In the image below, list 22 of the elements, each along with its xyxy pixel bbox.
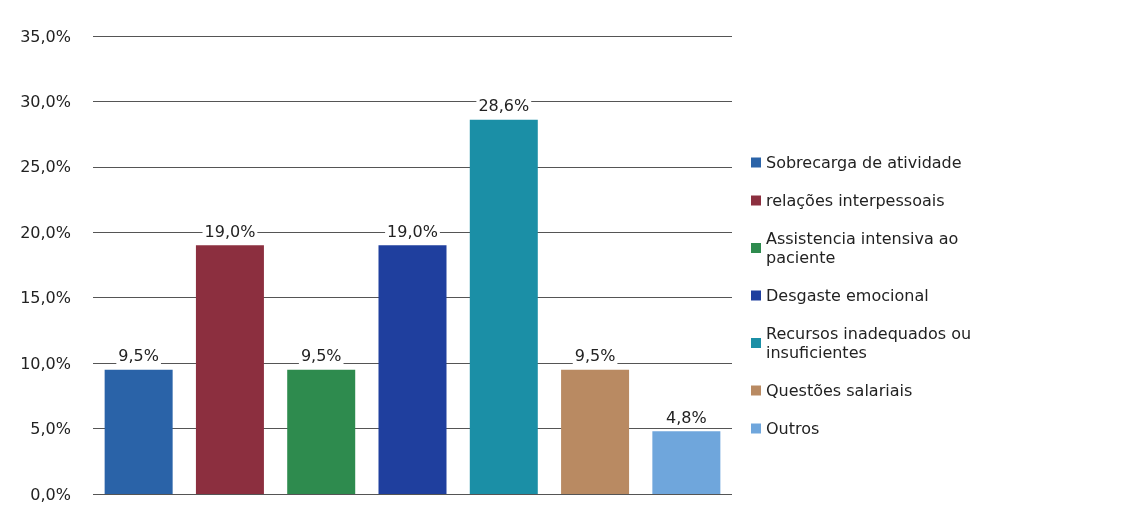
data-label: 28,6% [478,96,530,116]
y-tick-label: 10,0% [20,353,71,373]
legend-label: Outros [766,419,820,438]
legend-label: relações interpessoais [766,191,945,210]
data-label: 9,5% [300,346,342,366]
legend-label: Sobrecarga de atividade [766,153,962,172]
y-tick-label: 0,0% [30,484,71,504]
y-tick-label: 15,0% [20,288,71,308]
y-tick-label: 25,0% [20,157,71,177]
y-tick-label: 5,0% [30,419,71,439]
data-label: 9,5% [118,346,159,366]
y-tick-label: 30,0% [20,91,71,111]
data-label: 9,5% [574,346,616,366]
y-tick-label: 35,0% [20,26,71,46]
data-label: 4,8% [666,407,707,427]
y-tick-label: 20,0% [20,222,71,242]
legend-label: Desgaste emocional [766,286,929,305]
legend-label: Questões salariais [766,381,913,400]
data-label: 19,0% [387,221,438,241]
legend-label: Recursos inadequados ou insuficientes [766,324,977,362]
data-label: 19,0% [204,221,256,241]
legend-label: Assistencia intensiva ao paciente [766,229,964,267]
